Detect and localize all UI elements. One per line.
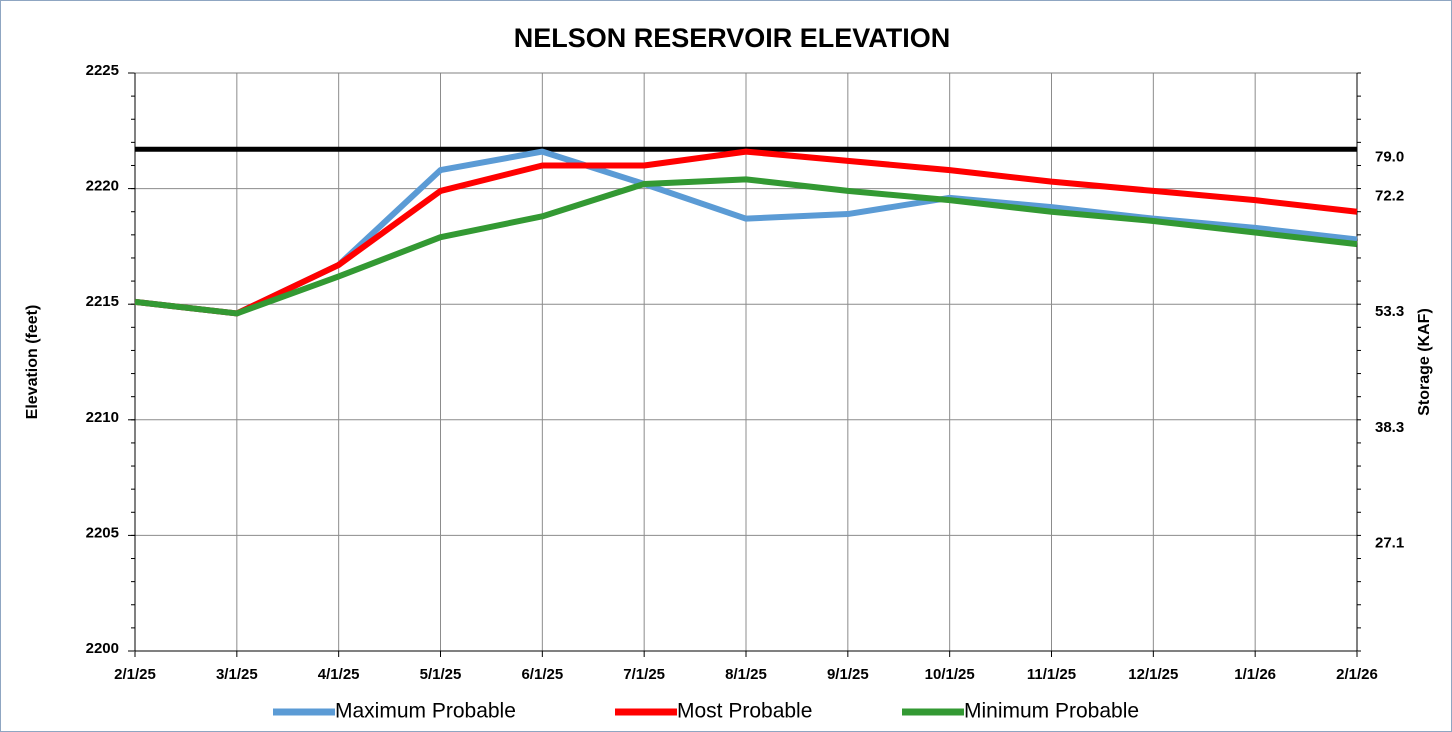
- x-tick-label: 8/1/25: [725, 666, 767, 683]
- series-line: [134, 148, 1358, 317]
- x-tick-label: 1/1/26: [1234, 666, 1276, 683]
- legend-label: Most Probable: [677, 700, 812, 723]
- series-line: [134, 176, 1358, 317]
- x-tick-label: 2/1/25: [114, 666, 156, 683]
- x-tick-label: 4/1/25: [318, 666, 360, 683]
- y2-tick-label: 79.0: [1375, 148, 1404, 165]
- legend-label: Maximum Probable: [335, 700, 516, 723]
- x-tick-label: 7/1/25: [623, 666, 665, 683]
- y-tick-label: 2225: [86, 62, 119, 79]
- y2-tick-label: 53.3: [1375, 303, 1404, 320]
- x-tick-label: 9/1/25: [827, 666, 869, 683]
- y2-tick-label: 72.2: [1375, 188, 1404, 205]
- y-tick-label: 2205: [86, 524, 119, 541]
- y2-axis-title: Storage (KAF): [1416, 308, 1433, 416]
- x-tick-label: 2/1/26: [1336, 666, 1378, 683]
- y2-tick-label: 38.3: [1375, 419, 1404, 436]
- x-tick-label: 11/1/25: [1027, 666, 1076, 683]
- x-tick-label: 10/1/25: [925, 666, 975, 683]
- y2-tick-label: 27.1: [1375, 534, 1404, 551]
- chart-title: NELSON RESERVOIR ELEVATION: [514, 23, 951, 53]
- y-tick-label: 2220: [86, 178, 119, 195]
- x-tick-label: 12/1/25: [1128, 666, 1178, 683]
- y-axis-title: Elevation (feet): [24, 305, 41, 420]
- y-tick-label: 2200: [86, 640, 119, 657]
- x-tick-label: 6/1/25: [521, 666, 563, 683]
- x-tick-label: 5/1/25: [420, 666, 462, 683]
- legend-label: Minimum Probable: [964, 700, 1139, 723]
- y-tick-label: 2215: [86, 293, 119, 310]
- x-tick-label: 3/1/25: [216, 666, 258, 683]
- y-tick-label: 2210: [86, 409, 119, 426]
